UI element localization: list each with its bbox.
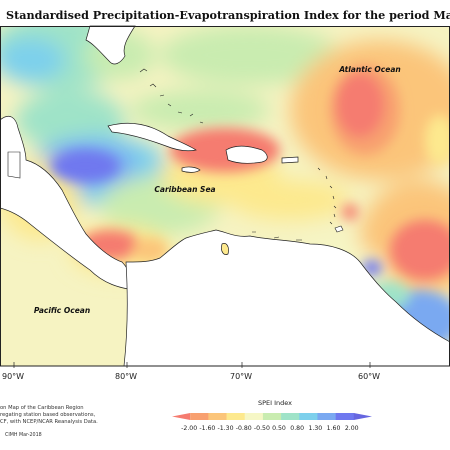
island-trinidad: [334, 225, 344, 233]
peninsula-yucatan: [7, 151, 21, 179]
copyright-note: CIMH Mar-2018: [5, 433, 42, 438]
legend-swatch: [317, 413, 336, 420]
legend-swatch: [208, 413, 227, 420]
legend-swatch: [244, 413, 264, 420]
legend-swatch: [281, 413, 300, 420]
legend-swatch: [226, 413, 246, 420]
legend-tick-label: 0.50: [272, 425, 286, 432]
legend-tick-label: 1.30: [308, 425, 323, 432]
longitude-label-80w: 80°W: [115, 372, 138, 381]
legend-tick-label: -2.00: [181, 425, 198, 432]
label-caribbean-sea: Caribbean Sea: [154, 185, 215, 194]
legend-tick-label: 2.00: [344, 425, 359, 432]
longitude-label-70w: 70°W: [230, 372, 253, 381]
spei-colorbar: [172, 413, 372, 420]
legend-swatch: [299, 413, 318, 420]
legend-tick-label: -1.60: [199, 425, 216, 432]
legend-swatch: [262, 413, 282, 420]
caption-line-2: regating station based observations,: [0, 412, 96, 418]
label-pacific-ocean: Pacific Ocean: [34, 306, 90, 315]
island-chain: [139, 68, 337, 241]
legend-swatch: [172, 413, 191, 420]
legend-tick-label: -0.50: [253, 425, 270, 432]
legend-tick-label: -1.30: [217, 425, 234, 432]
spei-field: [0, 26, 450, 366]
landmass: [0, 25, 450, 367]
longitude-label-60w: 60°W: [358, 372, 381, 381]
legend-swatch: [353, 413, 372, 420]
caption-line-3: CF, with NCEP/NCAR Reanalysis Data.: [0, 419, 98, 425]
caption-line-1: on Map of the Caribbean Region: [0, 405, 84, 411]
legend-tick-label: 1.60: [326, 425, 341, 432]
legend-swatch: [335, 413, 355, 420]
map-title: Standardised Precipitation-Evapotranspir…: [6, 8, 450, 22]
legend-swatch: [190, 413, 209, 420]
longitude-label-90w: 90°W: [2, 372, 25, 381]
graticule-ticks: [13, 362, 371, 368]
legend-title: SPEI Index: [258, 399, 293, 407]
legend-tick-label: -0.80: [235, 425, 252, 432]
legend-tick-label: 0.80: [290, 425, 305, 432]
label-atlantic-ocean: Atlantic Ocean: [338, 65, 400, 74]
